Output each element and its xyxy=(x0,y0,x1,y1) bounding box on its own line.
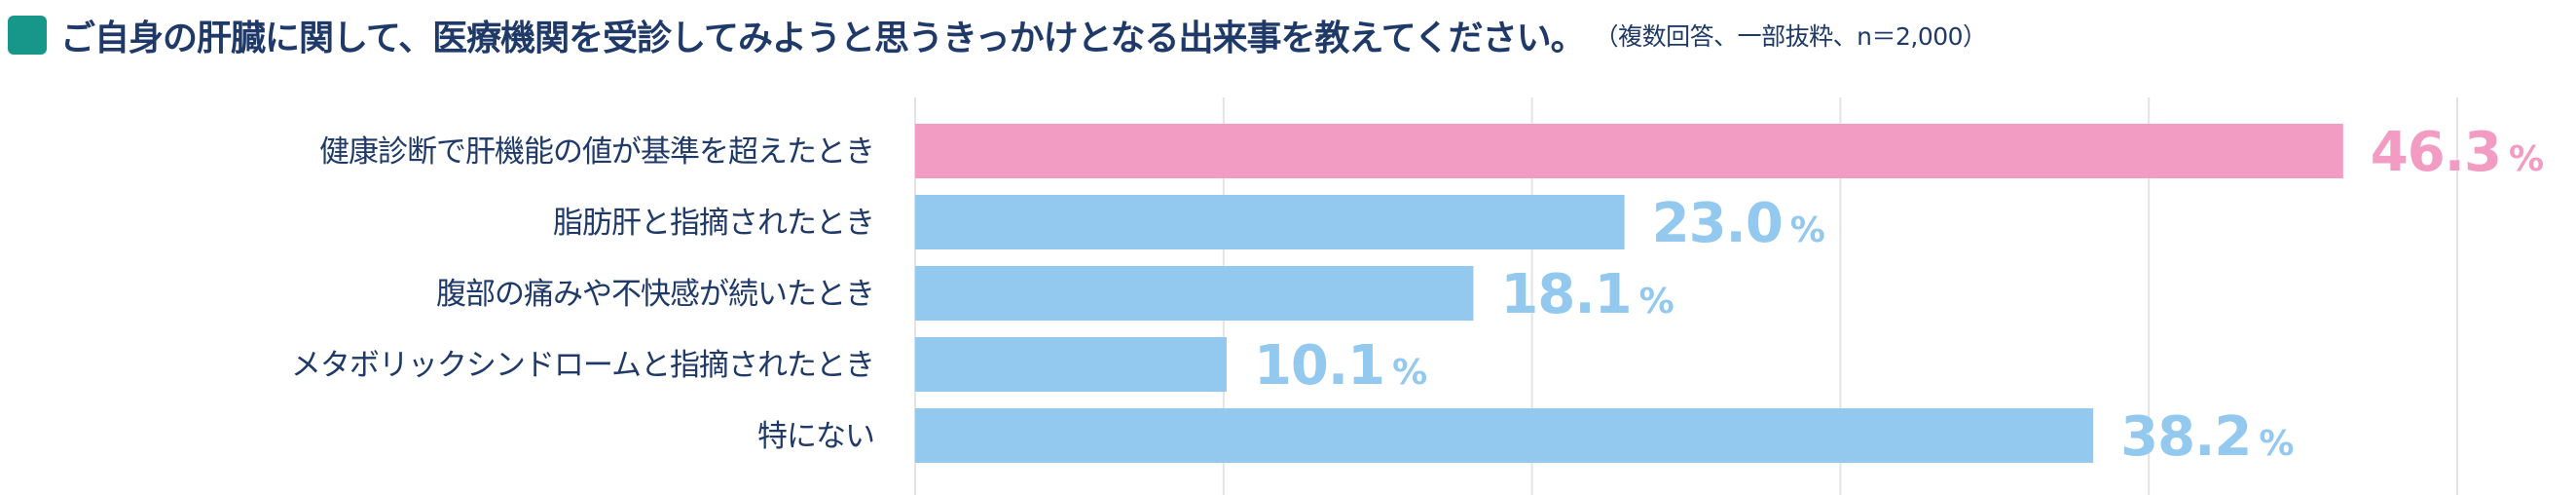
category-label: 健康診断で肝機能の値が基準を超えたとき xyxy=(319,134,874,170)
value-label: 18.1% xyxy=(1500,263,1673,326)
category-label: 特にない xyxy=(757,419,874,454)
value-number: 10.1 xyxy=(1254,334,1384,398)
bar xyxy=(915,266,1474,321)
value-label: 46.3% xyxy=(2371,121,2543,184)
value-number: 18.1 xyxy=(1500,263,1631,326)
value-number: 46.3 xyxy=(2371,121,2501,184)
category-label: 脂肪肝と指摘されたとき xyxy=(553,206,874,241)
value-unit: % xyxy=(2509,139,2543,179)
value-number: 38.2 xyxy=(2120,405,2251,469)
bar xyxy=(915,337,1227,392)
title-row: ご自身の肝臓に関して、医療機関を受診してみようと思うきっかけとなる出来事を教えて… xyxy=(8,6,1987,64)
chart-title: ご自身の肝臓に関して、医療機関を受診してみようと思うきっかけとなる出来事を教えて… xyxy=(60,19,1586,58)
value-unit: % xyxy=(1639,282,1674,322)
value-label: 10.1% xyxy=(1254,334,1426,398)
value-unit: % xyxy=(1392,353,1426,393)
chart-subtitle: （複数回答、一部抜粋、n＝2,000） xyxy=(1594,22,1987,51)
value-label: 38.2% xyxy=(2120,405,2293,469)
bar xyxy=(915,124,2343,178)
value-number: 23.0 xyxy=(1652,192,1783,255)
bar xyxy=(915,195,1625,249)
title-square-icon xyxy=(8,16,47,55)
category-label: メタボリックシンドロームと指摘されたとき xyxy=(291,348,874,383)
bar xyxy=(915,408,2094,463)
category-label: 腹部の痛みや不快感が続いたとき xyxy=(436,277,874,312)
value-unit: % xyxy=(1790,210,1824,250)
value-label: 23.0% xyxy=(1652,192,1824,255)
value-unit: % xyxy=(2259,424,2293,464)
